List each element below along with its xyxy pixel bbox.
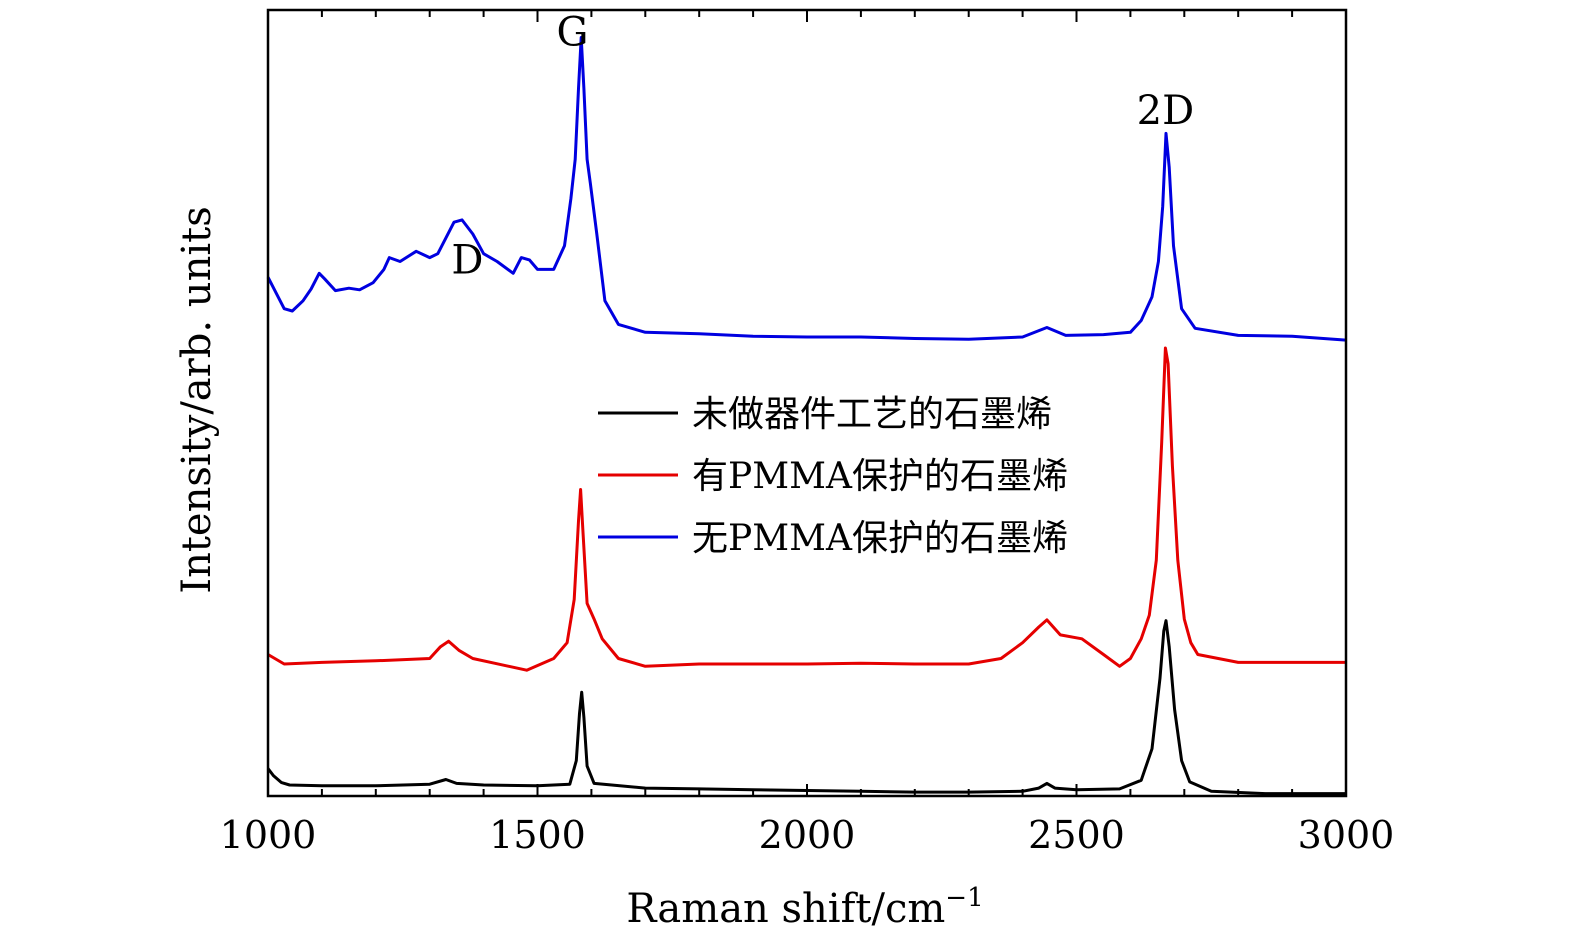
legend-label: 无PMMA保护的石墨烯 [692, 518, 1068, 559]
y-axis-title: Intensity/arb. units [174, 206, 220, 593]
x-tick-label: 1500 [489, 813, 586, 857]
x-tick-label: 2000 [759, 813, 856, 857]
peak-annotations: D G 2D [451, 9, 1194, 283]
peak-label: D [451, 237, 483, 283]
peak-label: 2D [1137, 88, 1195, 134]
x-tick-label: 3000 [1298, 813, 1395, 857]
x-axis-title: Raman shift/cm−1 [626, 883, 983, 932]
series-line [267, 346, 1346, 672]
peak-label: G [557, 9, 589, 55]
x-tick-label: 2500 [1028, 813, 1125, 857]
x-tick-label: 1000 [220, 813, 317, 857]
legend: 未做器件工艺的石墨烯 有PMMA保护的石墨烯 无PMMA保护的石墨烯 [598, 394, 1068, 559]
legend-label: 未做器件工艺的石墨烯 [692, 394, 1052, 435]
series-line [266, 619, 1346, 796]
legend-label: 有PMMA保护的石墨烯 [692, 456, 1068, 497]
series-line [266, 36, 1347, 342]
plot-frame [266, 8, 1348, 798]
x-tick-labels: 1000 1500 2000 2500 3000 [220, 813, 1395, 857]
x-axis-title-text: Raman shift/cm [626, 886, 945, 932]
x-axis-title-exponent: −1 [945, 883, 983, 913]
